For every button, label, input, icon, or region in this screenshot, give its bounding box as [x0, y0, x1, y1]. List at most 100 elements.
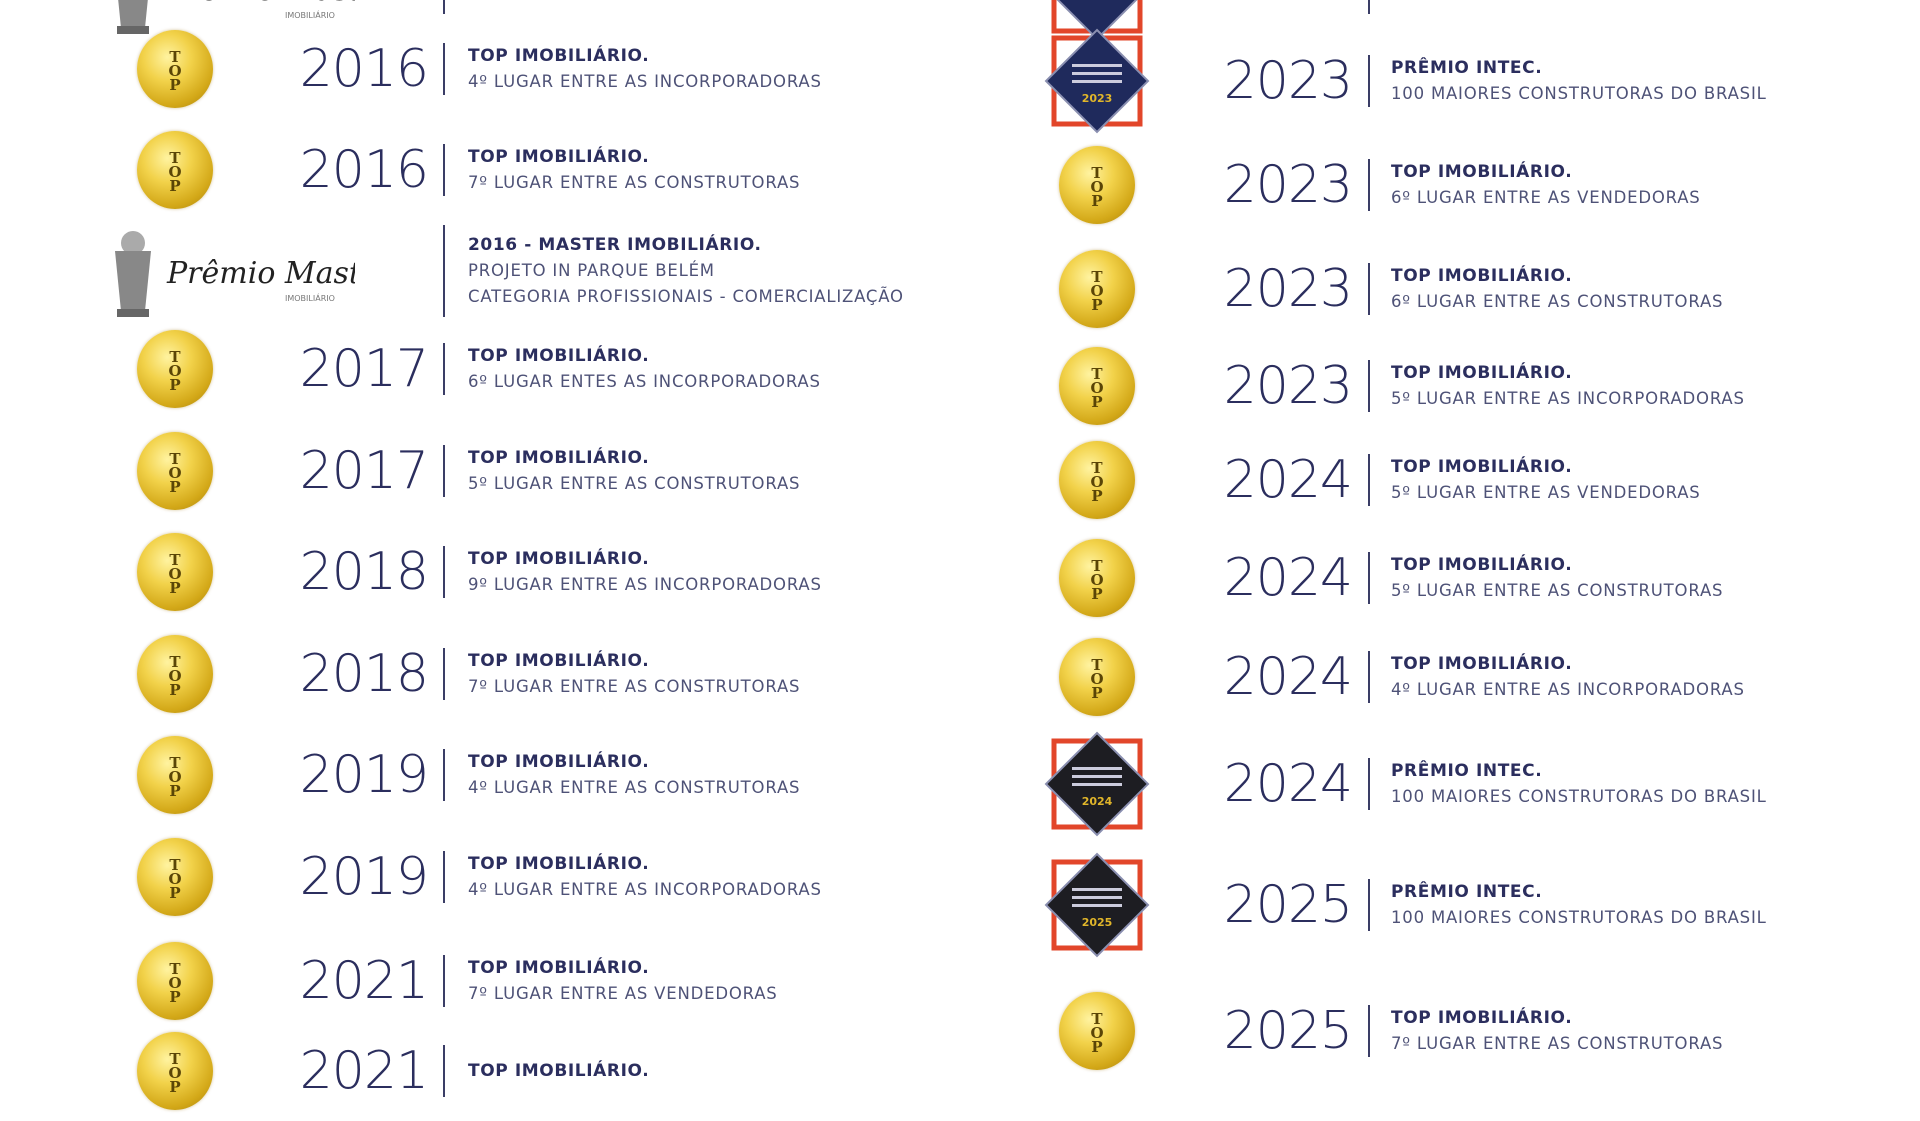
- award-item: TOP 2019 TOP IMOBILIÁRIO. 4º LUGAR ENTRE AS…: [0, 827, 1920, 927]
- award-year: 2023: [1223, 155, 1353, 215]
- divider: [443, 955, 445, 1007]
- svg-text:2024: 2024: [1082, 795, 1113, 808]
- divider: [1368, 55, 1370, 107]
- award-item: TOP 2017 TOP IMOBILIÁRIO. 6º LUGAR ENTES AS…: [0, 319, 1920, 419]
- award-item: 2024 2024 PRÊMIO INTEC. 100 MAIORES CONSTRU…: [0, 731, 1920, 837]
- award-description: PROJETO IN PARQUE BELÉM: [468, 261, 715, 280]
- award-description: 5º LUGAR ENTRE AS VENDEDORAS: [1391, 483, 1701, 502]
- divider: [443, 648, 445, 700]
- premio-master-logo: Prêmio MasterIMOBILIÁRIO: [117, 0, 355, 34]
- award-description: 100 MAIORES CONSTRUTORAS DO BRASIL: [1391, 908, 1767, 927]
- divider: [443, 445, 445, 497]
- award-title: TOP IMOBILIÁRIO.: [1391, 266, 1573, 286]
- award-year: 2024: [1223, 647, 1353, 707]
- award-description: 7º LUGAR ENTRE AS CONSTRUTORAS: [468, 173, 801, 192]
- divider: [1368, 1005, 1370, 1057]
- award-year: 2024: [1223, 450, 1353, 510]
- award-title: TOP IMOBILIÁRIO.: [468, 1061, 650, 1081]
- divider: [1368, 360, 1370, 412]
- award-title: PRÊMIO INTEC.: [1391, 761, 1543, 781]
- award-year: 2025: [1223, 875, 1353, 935]
- award-description: 4º LUGAR ENTRE AS INCORPORADORAS: [468, 72, 822, 91]
- award-title: PRÊMIO INTEC.: [1391, 882, 1543, 902]
- award-description: 6º LUGAR ENTRE AS CONSTRUTORAS: [1391, 292, 1724, 311]
- award-title: TOP IMOBILIÁRIO.: [468, 958, 650, 978]
- award-title: TOP IMOBILIÁRIO.: [1391, 457, 1573, 477]
- award-year: 2016: [299, 39, 429, 99]
- award-year: 2025: [1223, 1001, 1353, 1061]
- award-description: 7º LUGAR ENTRE AS CONSTRUTORAS: [468, 677, 801, 696]
- award-title: TOP IMOBILIÁRIO.: [1391, 1008, 1573, 1028]
- award-description: 5º LUGAR ENTRE AS INCORPORADORAS: [1391, 389, 1745, 408]
- svg-text:IMOBILIÁRIO: IMOBILIÁRIO: [285, 292, 335, 303]
- award-year: 2024: [1223, 548, 1353, 608]
- award-title: 2016 - MASTER IMOBILIÁRIO.: [468, 235, 762, 255]
- award-description: 9º LUGAR ENTRE AS INCORPORADORAS: [468, 575, 822, 594]
- top-imobiliario-medal-icon: TOP: [137, 838, 213, 916]
- svg-text:IMOBILIÁRIO: IMOBILIÁRIO: [285, 9, 335, 20]
- award-item: 2025 2025 PRÊMIO INTEC. 100 MAIORES CONSTRU…: [0, 852, 1920, 958]
- award-item: TOP 2018 TOP IMOBILIÁRIO. 9º LUGAR ENTRE AS…: [0, 522, 1920, 622]
- divider: [443, 225, 445, 317]
- divider: [1368, 879, 1370, 931]
- award-item: 2023 2023 PRÊMIO INTEC. 100 MAIORES CONSTRU…: [0, 28, 1920, 134]
- award-year: 2017: [299, 441, 429, 501]
- divider: [443, 749, 445, 801]
- divider: [443, 144, 445, 196]
- award-description: CATEGORIA PROFISSIONAIS - COMERCIALIZAÇÃ…: [468, 287, 904, 306]
- award-item: TOP 2017 TOP IMOBILIÁRIO. 5º LUGAR ENTRE AS…: [0, 421, 1920, 521]
- top-imobiliario-medal-icon: TOP: [1059, 146, 1135, 224]
- svg-text:Prêmio Master: Prêmio Master: [166, 256, 355, 291]
- top-imobiliario-medal-icon: TOP: [137, 131, 213, 209]
- premio-intec-badge-icon: 2025: [1044, 852, 1150, 958]
- award-year: 2016: [299, 140, 429, 200]
- award-title: TOP IMOBILIÁRIO.: [468, 549, 650, 569]
- award-description: 6º LUGAR ENTES AS INCORPORADORAS: [468, 372, 821, 391]
- award-item: TOP 2018 TOP IMOBILIÁRIO. 7º LUGAR ENTRE AS…: [0, 624, 1920, 724]
- divider: [443, 43, 445, 95]
- top-imobiliario-medal-icon: TOP: [137, 942, 213, 1020]
- award-year: 2019: [299, 745, 429, 805]
- top-imobiliario-medal-icon: TOP: [1059, 539, 1135, 617]
- svg-text:Prêmio Master: Prêmio Master: [166, 0, 355, 8]
- top-imobiliario-medal-icon: TOP: [1059, 441, 1135, 519]
- award-title: TOP IMOBILIÁRIO.: [1391, 654, 1573, 674]
- top-imobiliario-medal-icon: TOP: [1059, 992, 1135, 1070]
- award-title: TOP IMOBILIÁRIO.: [468, 651, 650, 671]
- divider: [443, 343, 445, 395]
- award-item: TOP 2025 TOP IMOBILIÁRIO. 7º LUGAR ENTRE AS…: [0, 981, 1920, 1081]
- award-title: TOP IMOBILIÁRIO.: [468, 346, 650, 366]
- premio-intec-badge-icon: 2023: [1044, 28, 1150, 134]
- divider: [1368, 263, 1370, 315]
- award-description: 5º LUGAR ENTRE AS CONSTRUTORAS: [468, 474, 801, 493]
- top-imobiliario-medal-icon: TOP: [137, 736, 213, 814]
- award-item: TOP 2016 TOP IMOBILIÁRIO. 7º LUGAR ENTRE AS…: [0, 120, 1920, 220]
- top-imobiliario-medal-icon: TOP: [137, 432, 213, 510]
- award-item: TOP 2019 TOP IMOBILIÁRIO. 4º LUGAR ENTRE AS…: [0, 725, 1920, 825]
- award-item: TOP 2024 TOP IMOBILIÁRIO. 5º LUGAR ENTRE AS…: [0, 430, 1920, 530]
- divider: [1368, 0, 1370, 14]
- divider: [1368, 454, 1370, 506]
- award-item: TOP 2016 TOP IMOBILIÁRIO. 4º LUGAR ENTRE AS…: [0, 19, 1920, 119]
- award-description: 7º LUGAR ENTRE AS CONSTRUTORAS: [1391, 1034, 1724, 1053]
- award-title: TOP IMOBILIÁRIO.: [1391, 162, 1573, 182]
- divider: [443, 546, 445, 598]
- award-year: 2021: [299, 951, 429, 1011]
- award-description: 100 MAIORES CONSTRUTORAS DO BRASIL: [1391, 84, 1767, 103]
- top-imobiliario-medal-icon: TOP: [1059, 250, 1135, 328]
- award-title: PRÊMIO INTEC.: [1391, 58, 1543, 78]
- award-title: TOP IMOBILIÁRIO.: [468, 448, 650, 468]
- divider: [1368, 651, 1370, 703]
- award-year: 2024: [1223, 754, 1353, 814]
- divider: [1368, 159, 1370, 211]
- award-title: TOP IMOBILIÁRIO.: [468, 854, 650, 874]
- top-imobiliario-medal-icon: TOP: [137, 330, 213, 408]
- award-year: 2017: [299, 339, 429, 399]
- premio-master-logo: Prêmio MasterIMOBILIÁRIO: [115, 231, 355, 317]
- award-description: 5º LUGAR ENTRE AS CONSTRUTORAS: [1391, 581, 1724, 600]
- award-description: 4º LUGAR ENTRE AS INCORPORADORAS: [1391, 680, 1745, 699]
- divider: [1368, 758, 1370, 810]
- premio-intec-badge-icon: 2024: [1044, 731, 1150, 837]
- award-year: 2023: [1223, 259, 1353, 319]
- award-description: 7º LUGAR ENTRE AS VENDEDORAS: [468, 984, 778, 1003]
